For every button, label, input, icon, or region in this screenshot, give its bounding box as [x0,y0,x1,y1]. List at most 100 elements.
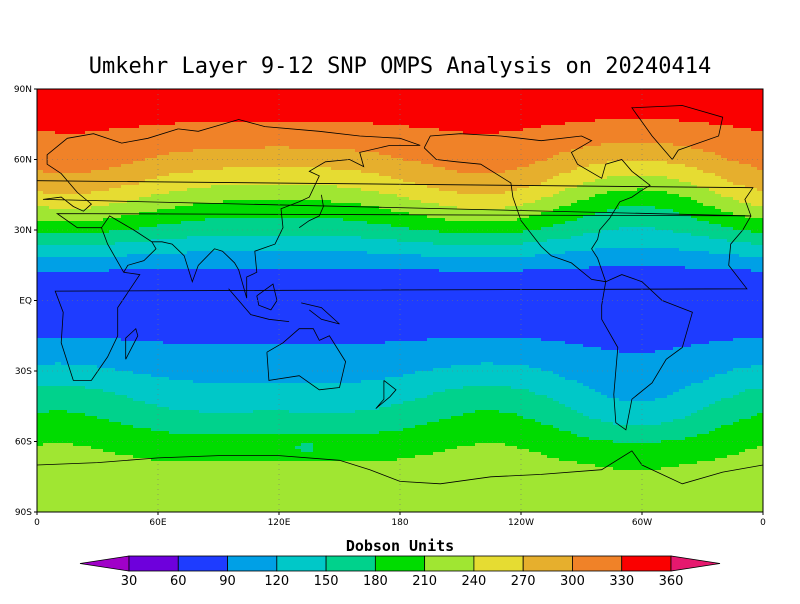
field-cell [85,110,92,114]
field-cell [553,209,560,213]
field-cell [721,200,728,204]
field-cell [571,128,578,132]
field-cell [235,116,242,120]
field-cell [457,92,464,96]
field-cell [523,116,530,120]
field-cell [733,146,740,150]
field-cell [517,200,524,204]
field-cell [565,176,572,180]
field-cell [217,128,224,132]
field-cell [379,107,386,111]
field-cell [745,143,752,147]
field-cell [247,209,254,213]
field-cell [367,209,374,213]
field-cell [673,164,680,168]
field-cell [517,113,524,117]
field-cell [475,173,482,177]
field-cell [433,188,440,192]
field-cell [181,92,188,96]
field-cell [385,197,392,201]
field-cell [499,200,506,204]
field-cell [601,182,608,186]
field-cell [241,203,248,207]
field-cell [37,92,44,96]
field-cell [595,152,602,156]
field-cell [91,185,98,189]
field-cell [151,185,158,189]
field-cell [49,95,56,99]
field-cell [697,131,704,135]
field-cell [415,101,422,105]
field-cell [727,185,734,189]
field-cell [583,119,590,123]
field-cell [61,134,68,138]
field-cell [373,176,380,180]
field-cell [571,185,578,189]
field-cell [571,104,578,108]
field-cell [385,101,392,105]
field-cell [91,95,98,99]
field-cell [145,203,152,207]
field-cell [373,194,380,198]
field-cell [733,116,740,120]
field-cell [115,101,122,105]
field-cell [61,110,68,114]
field-cell [367,173,374,177]
field-cell [595,95,602,99]
field-cell [319,191,326,195]
field-cell [535,104,542,108]
field-cell [391,188,398,192]
field-cell [175,158,182,162]
field-cell [403,188,410,192]
field-cell [607,209,614,213]
field-cell [691,128,698,132]
field-cell [457,119,464,123]
field-cell [349,170,356,174]
field-cell [343,203,350,207]
field-cell [463,194,470,198]
field-cell [199,206,206,210]
field-cell [715,155,722,159]
field-cell [439,128,446,132]
field-cell [733,89,740,93]
field-cell [193,104,200,108]
field-cell [265,113,272,117]
field-cell [487,131,494,135]
field-cell [151,188,158,192]
field-cell [523,134,530,138]
field-cell [193,203,200,207]
field-cell [301,182,308,186]
field-cell [517,167,524,171]
field-cell [445,110,452,114]
field-cell [529,143,536,147]
field-cell [97,119,104,123]
field-cell [595,149,602,153]
field-cell [547,191,554,195]
field-cell [595,194,602,198]
field-cell [721,122,728,126]
field-cell [403,125,410,129]
field-cell [685,125,692,129]
field-cell [157,140,164,144]
field-cell [361,173,368,177]
field-cell [163,119,170,123]
field-cell [559,206,566,210]
field-cell [607,149,614,153]
field-cell [715,185,722,189]
field-cell [283,113,290,117]
field-cell [625,179,632,183]
field-cell [115,158,122,162]
field-cell [355,203,362,207]
field-cell [517,116,524,120]
field-cell [727,173,734,177]
field-cell [457,128,464,132]
field-cell [151,191,158,195]
field-cell [619,176,626,180]
field-cell [691,176,698,180]
field-cell [679,203,686,207]
field-cell [421,191,428,195]
field-cell [253,161,260,165]
field-cell [625,122,632,126]
field-cell [715,197,722,201]
field-cell [133,161,140,165]
